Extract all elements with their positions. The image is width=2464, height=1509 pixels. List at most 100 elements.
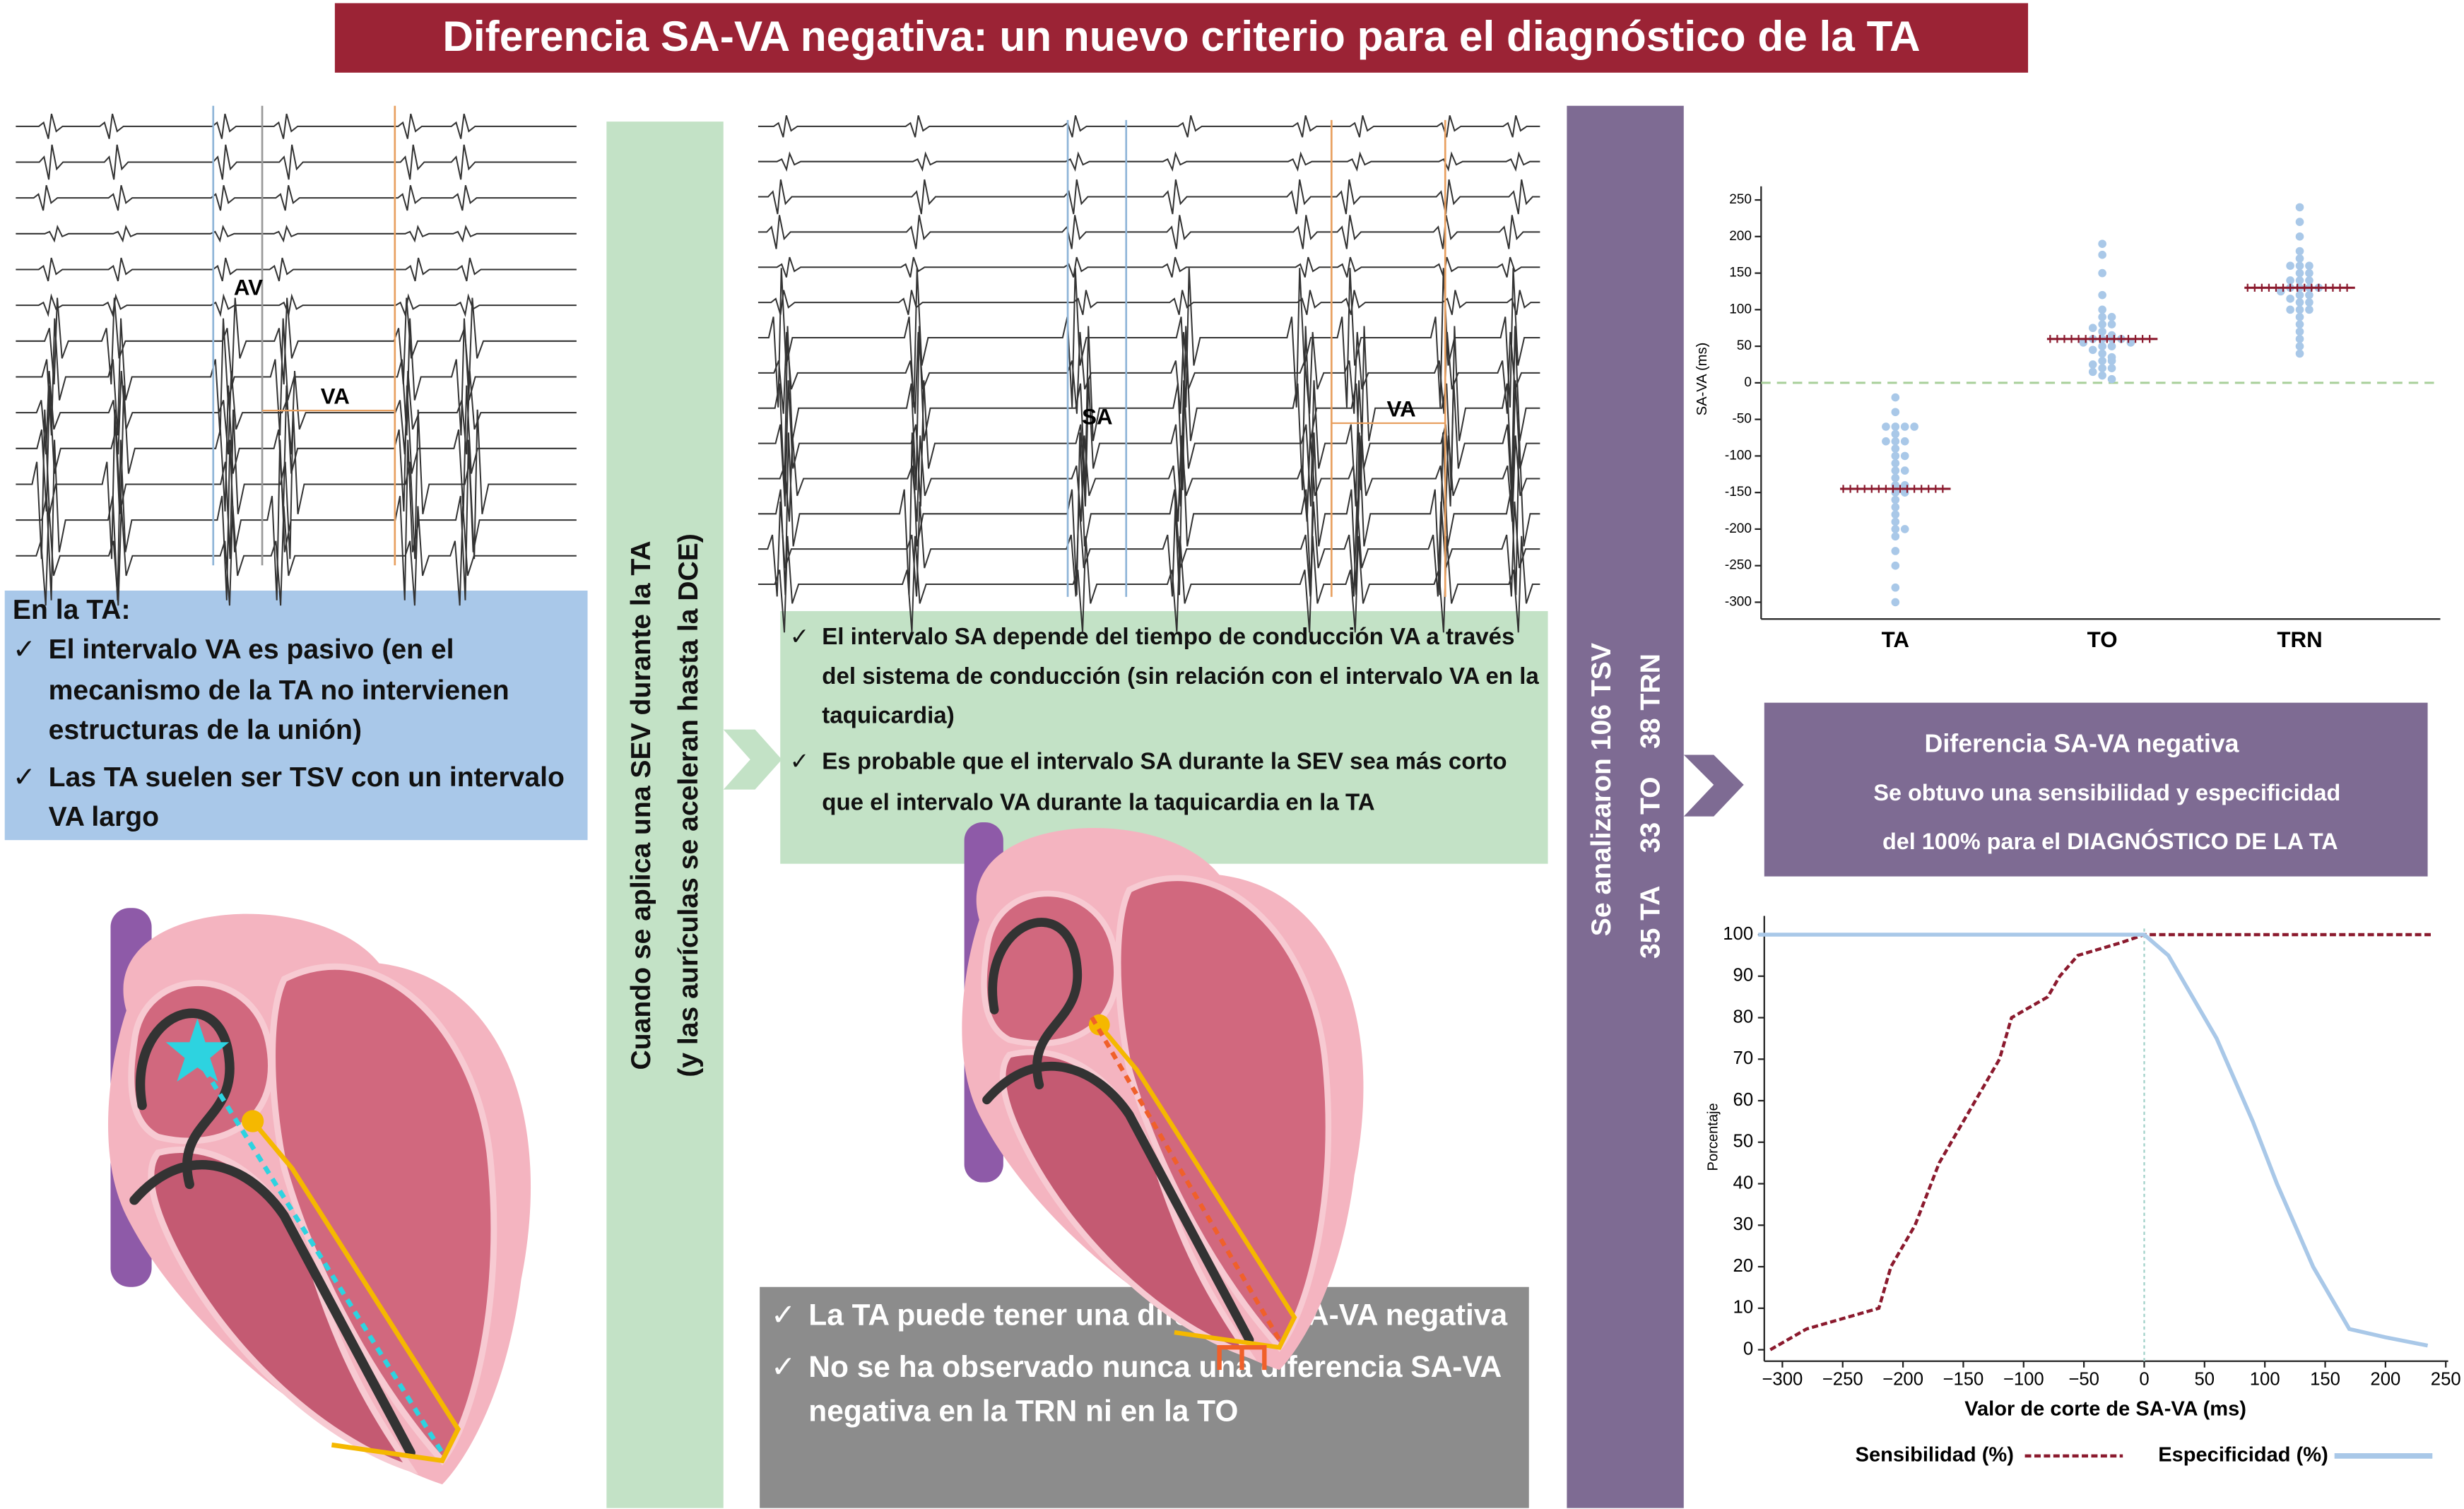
dot <box>2305 268 2313 278</box>
study-title: Se analizaron 106 TSV <box>1586 643 1617 936</box>
dot <box>2098 357 2106 365</box>
x-tick-label: −250 <box>1822 1369 1863 1389</box>
dot <box>2286 261 2294 271</box>
ecg-trace <box>758 326 1540 490</box>
ta-box-text: En la TA: ✓ El intervalo VA es pasivo (en… <box>12 593 565 832</box>
series-line <box>1758 933 2429 1348</box>
dot <box>2107 364 2116 372</box>
result-title: Diferencia SA-VA negativa <box>1925 729 2240 757</box>
check: ✓ <box>12 760 36 792</box>
y-tick-label: 100 <box>1729 302 1752 316</box>
dot <box>2098 327 2106 336</box>
ta-box <box>4 590 588 841</box>
node <box>242 1110 264 1132</box>
y-axis-label: Porcentaje <box>1706 1103 1721 1171</box>
y-tick-label: 60 <box>1733 1090 1754 1110</box>
dot <box>1900 451 1909 461</box>
y-tick-label: 70 <box>1733 1048 1754 1068</box>
dot <box>2305 276 2313 285</box>
dot <box>2295 312 2304 321</box>
ecg-trace <box>16 293 577 317</box>
dot <box>1891 466 1900 475</box>
dot <box>2098 364 2106 372</box>
dot <box>2295 320 2304 329</box>
dot <box>2295 203 2304 212</box>
dot <box>2286 276 2294 285</box>
ecg-trace <box>758 151 1540 172</box>
dot <box>2295 327 2304 336</box>
ecg-trace <box>16 185 577 211</box>
ecg-trace <box>16 370 577 455</box>
study-group: 38 TRN <box>1635 653 1666 749</box>
ecg-label: VA <box>1387 396 1416 421</box>
dot <box>2088 360 2097 369</box>
y-axis-label: SA-VA (ms) <box>1694 343 1710 416</box>
ecg-trace <box>16 144 577 180</box>
x-axis-label: Valor de corte de SA-VA (ms) <box>1964 1398 2246 1421</box>
y-tick-label: -100 <box>1725 448 1752 463</box>
conduction <box>251 1119 461 1464</box>
dot <box>2098 290 2106 300</box>
dot <box>2295 254 2304 263</box>
ecg-trace <box>16 385 577 511</box>
dot <box>2295 276 2304 285</box>
dot <box>1891 495 1900 504</box>
dot <box>2098 239 2106 248</box>
ecg-trace <box>758 331 1540 414</box>
dot <box>2305 290 2313 300</box>
ta-box-title: En la TA: <box>12 593 131 626</box>
ecg-trace <box>16 318 577 436</box>
dot <box>2295 342 2304 350</box>
dot <box>2088 345 2097 355</box>
dot <box>1900 525 1909 533</box>
x-tick-label: 150 <box>2310 1369 2340 1389</box>
study-group: 35 TA <box>1635 886 1666 959</box>
dot <box>2295 305 2304 314</box>
dot <box>2107 374 2116 384</box>
y-tick-label: 30 <box>1733 1214 1754 1234</box>
heart <box>962 822 1364 1371</box>
y-tick-label: 40 <box>1733 1173 1754 1193</box>
dot <box>1891 451 1900 461</box>
ecg-trace <box>758 179 1540 215</box>
dot <box>2295 290 2304 300</box>
sa-item: Es probable que el intervalo SA durante … <box>822 750 1507 816</box>
x-tick-label: TO <box>2087 627 2118 652</box>
x-tick-label: 0 <box>2139 1369 2149 1389</box>
ta-item: El intervalo VA es pasivo (en el mecanis… <box>48 634 509 746</box>
dot <box>1900 422 1909 431</box>
ecg-trace <box>758 501 1540 597</box>
y-tick-label: 0 <box>1743 1339 1753 1359</box>
dot <box>2098 342 2106 350</box>
ecg-trace <box>16 113 577 139</box>
y-tick-label: 150 <box>1729 266 1752 280</box>
x-tick-label: 50 <box>2195 1369 2215 1389</box>
dot <box>1891 393 1900 402</box>
dot <box>1891 510 1900 519</box>
dot <box>1891 458 1900 468</box>
dot <box>2107 342 2116 350</box>
sa-item: El intervalo SA depende del tiempo de co… <box>822 625 1539 730</box>
dot <box>2098 349 2106 358</box>
y-tick-label: -200 <box>1725 521 1752 536</box>
dot <box>1882 422 1890 431</box>
dot <box>1891 547 1900 555</box>
x-tick-label: −50 <box>2068 1369 2099 1389</box>
dot <box>2098 250 2106 259</box>
catheter <box>129 1008 415 1458</box>
dot <box>1910 422 1918 431</box>
heart-illustrations <box>108 822 1364 1485</box>
ecg-trace <box>16 506 577 606</box>
dot <box>2286 305 2294 314</box>
dot <box>1891 583 1900 592</box>
dot <box>2305 298 2313 307</box>
x-tick-label: 100 <box>2250 1369 2280 1389</box>
ecg-trace <box>758 535 1540 633</box>
y-tick-label: -50 <box>1732 412 1751 427</box>
ecg-trace <box>16 224 577 243</box>
catheter <box>982 918 1254 1344</box>
heart <box>108 908 531 1485</box>
y-tick-label: -150 <box>1725 485 1752 499</box>
ecg-label: SA <box>1082 405 1112 430</box>
